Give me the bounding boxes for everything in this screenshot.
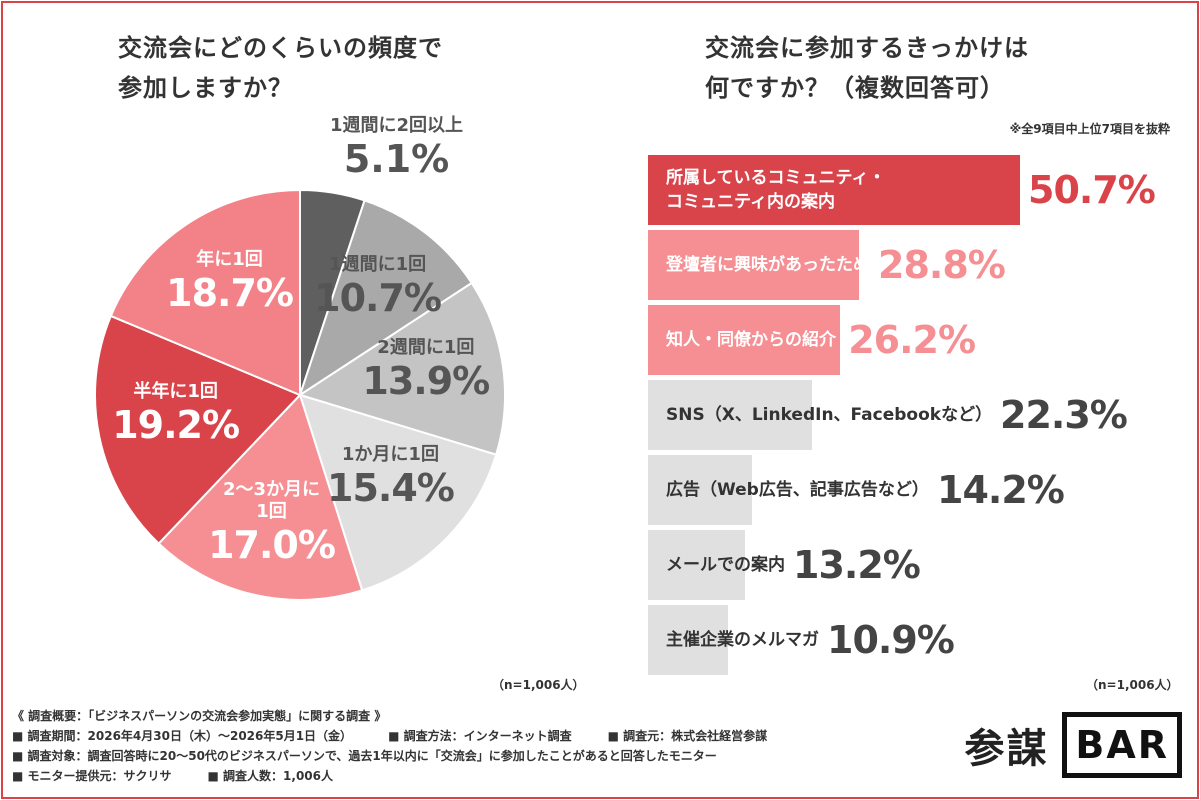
pie-label-name: 2週間に1回 [377, 337, 475, 359]
bar-fill [648, 530, 745, 600]
bar-fill [648, 155, 1020, 225]
pie-label: 1週間に1回 10.7% [298, 254, 458, 320]
bar-label: 登壇者に興味があったため [666, 255, 870, 275]
bar-chart: 所属しているコミュニティ・ コミュニティ内の案内 50.7% 登壇者に興味があったた… [648, 155, 1188, 675]
pie-label-value: 19.2% [112, 403, 240, 448]
pie-slice [298, 199, 474, 398]
bar-n-note: （n=1,006人） [1086, 678, 1179, 692]
bar-value: 10.9% [827, 618, 955, 662]
pie-label-value: 5.1% [343, 137, 450, 181]
bar-value: 13.2% [793, 543, 921, 587]
bar-row: 知人・同僚からの紹介 26.2% [648, 305, 1188, 375]
pie-label-name: 半年に1回 [133, 381, 218, 403]
pie-slice [157, 393, 364, 601]
pie-label-value: 15.4% [327, 466, 455, 511]
bar-row: 所属しているコミュニティ・ コミュニティ内の案内 50.7% [648, 155, 1188, 225]
bar-label: 主催企業のメルマガ [666, 630, 819, 650]
bar-fill [648, 380, 812, 450]
pie-slice [94, 314, 302, 545]
pie-slice [297, 281, 506, 456]
logo-kanji-text: 参謀 [964, 726, 1049, 772]
logo-bar-text: BAR [1062, 712, 1182, 778]
pie-label-value: 13.9% [362, 359, 490, 404]
bar-title: 交流会に参加するきっかけは 何ですか？（複数回答可） [705, 34, 1030, 102]
logo-kanji: 参謀 [964, 716, 1048, 774]
pie-chart: 1週間に2回以上 5.1% 1週間に1回 10.7% 2週間に1回 13.9% 1か月に1回… [60, 115, 540, 620]
bar-note: ※全9項目中上位7項目を抜粋 [1009, 122, 1170, 136]
bar-value: 22.3% [1000, 393, 1128, 437]
bar-row: SNS（X、LinkedIn、Facebookなど） 22.3% [648, 380, 1188, 450]
bar-row: 広告（Web広告、記事広告など） 14.2% [648, 455, 1188, 525]
footer-source: ■ 調査元：株式会社経営参謀 [607, 729, 768, 743]
pie-label: 2週間に1回 13.9% [346, 337, 506, 403]
pie-slice [109, 188, 301, 397]
pie-title: 交流会にどのくらいの頻度で 参加しますか？ [118, 34, 443, 102]
pie-label-name: 年に1回 [196, 249, 263, 271]
bar-row: 主催企業のメルマガ 10.9% [648, 605, 1188, 675]
pie-n-note: （n=1,006人） [492, 678, 585, 692]
pie-svg [94, 188, 506, 601]
brand-logo: 参謀 BAR [964, 712, 1182, 778]
bar-value: 50.7% [1028, 168, 1156, 212]
footer-target: ■ 調査対象：調査回答時に20〜50代のビジネスパーソンで、過去1年以内に「交流… [12, 749, 717, 763]
bar-label: 広告（Web広告、記事広告など） [666, 480, 929, 500]
bar-fill [648, 455, 753, 525]
pie-label-value: 10.7% [314, 276, 442, 321]
bar-value: 26.2% [848, 318, 976, 362]
pie-label: 1か月に1回 15.4% [310, 444, 470, 510]
pie-label-name: 1週間に2回以上 [330, 115, 464, 136]
bar-value: 14.2% [937, 468, 1065, 512]
pie-label: 2〜3か月に 1回 17.0% [191, 479, 351, 567]
footer-period: ■ 調査期間：2026年4月30日（木）〜2026年5月1日（金） [12, 729, 353, 743]
footer-count: ■ 調査人数：1,006人 [207, 769, 334, 783]
pie-label-name: 2〜3か月に 1回 [222, 478, 321, 522]
survey-footer: 《 調査概要：「ビジネスパーソンの交流会参加実態」に関する調査 》 ■ 調査期間… [12, 706, 767, 786]
bar-label: SNS（X、LinkedIn、Facebookなど） [666, 405, 993, 425]
pie-label-value: 17.0% [208, 522, 336, 567]
bar-fill [648, 230, 860, 300]
bar-fill [648, 605, 728, 675]
footer-provider: ■ モニター提供元：サクリサ [12, 769, 172, 783]
bar-fill [648, 305, 841, 375]
bar-label: メールでの案内 [666, 555, 785, 575]
pie-label-name: 1か月に1回 [341, 444, 439, 466]
pie-label: 1週間に2回以上 5.1% [330, 115, 463, 181]
pie-label: 半年に1回 19.2% [96, 381, 256, 447]
bar-label: 所属しているコミュニティ・ コミュニティ内の案内 [666, 168, 886, 212]
pie-label-name: 1週間に1回 [329, 254, 427, 276]
bar-label: 知人・同僚からの紹介 [666, 330, 836, 350]
bar-row: 登壇者に興味があったため 28.8% [648, 230, 1188, 300]
footer-method: ■ 調査方法：インターネット調査 [388, 729, 572, 743]
pie-slice [298, 393, 498, 592]
footer-overview: 《 調査概要：「ビジネスパーソンの交流会参加実態」に関する調査 》 [12, 709, 387, 723]
bar-row: メールでの案内 13.2% [648, 530, 1188, 600]
pie-label-value: 18.7% [166, 271, 294, 316]
pie-label: 年に1回 18.7% [150, 249, 310, 315]
bar-value: 28.8% [878, 243, 1006, 287]
